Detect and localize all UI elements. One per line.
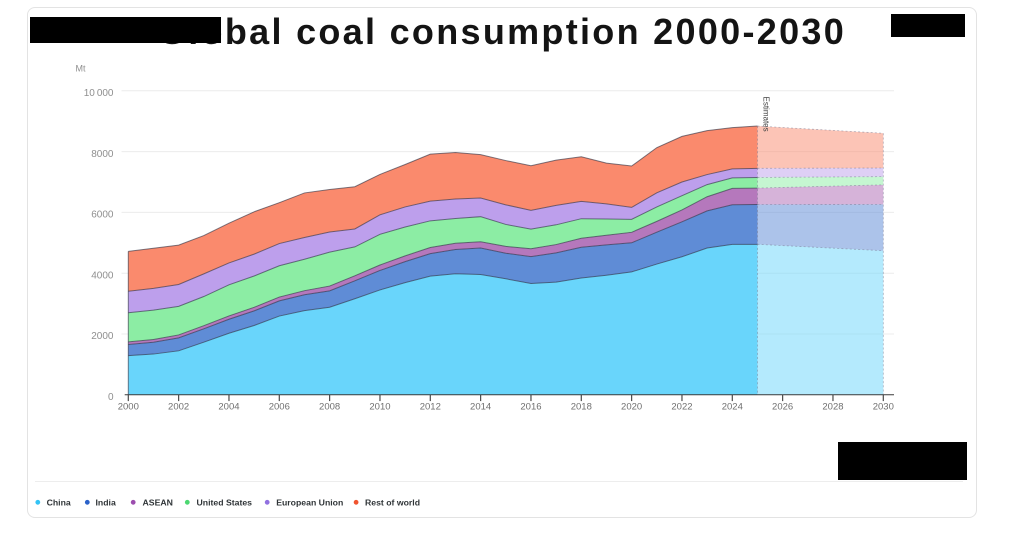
svg-text:2028: 2028	[822, 402, 843, 413]
svg-text:2012: 2012	[420, 402, 441, 413]
svg-text:2020: 2020	[621, 402, 642, 413]
svg-text:2030: 2030	[873, 402, 894, 413]
svg-text:China: China	[47, 498, 71, 508]
svg-text:2014: 2014	[470, 402, 491, 413]
svg-text:2024: 2024	[722, 402, 743, 413]
svg-text:2004: 2004	[218, 402, 239, 413]
svg-text:2016: 2016	[520, 402, 541, 413]
svg-text:2002: 2002	[168, 402, 189, 413]
svg-text:4000: 4000	[91, 270, 114, 281]
svg-text:8000: 8000	[91, 149, 114, 160]
svg-text:Mt: Mt	[76, 64, 86, 74]
svg-text:2008: 2008	[319, 402, 340, 413]
svg-text:India: India	[96, 498, 116, 508]
svg-text:2018: 2018	[571, 402, 592, 413]
svg-text:2000: 2000	[91, 331, 114, 342]
svg-text:Estimates: Estimates	[762, 97, 771, 132]
svg-text:2010: 2010	[369, 402, 390, 413]
svg-text:2026: 2026	[772, 402, 793, 413]
svg-text:0: 0	[108, 392, 114, 403]
svg-text:ASEAN: ASEAN	[143, 498, 173, 508]
svg-text:2022: 2022	[671, 402, 692, 413]
svg-text:6000: 6000	[91, 210, 114, 221]
svg-text:10 000: 10 000	[84, 88, 114, 99]
svg-text:2006: 2006	[269, 402, 290, 413]
svg-text:Rest of world: Rest of world	[365, 498, 420, 508]
svg-text:European Union: European Union	[276, 498, 343, 508]
svg-text:United States: United States	[197, 498, 253, 508]
svg-text:2000: 2000	[118, 402, 139, 413]
